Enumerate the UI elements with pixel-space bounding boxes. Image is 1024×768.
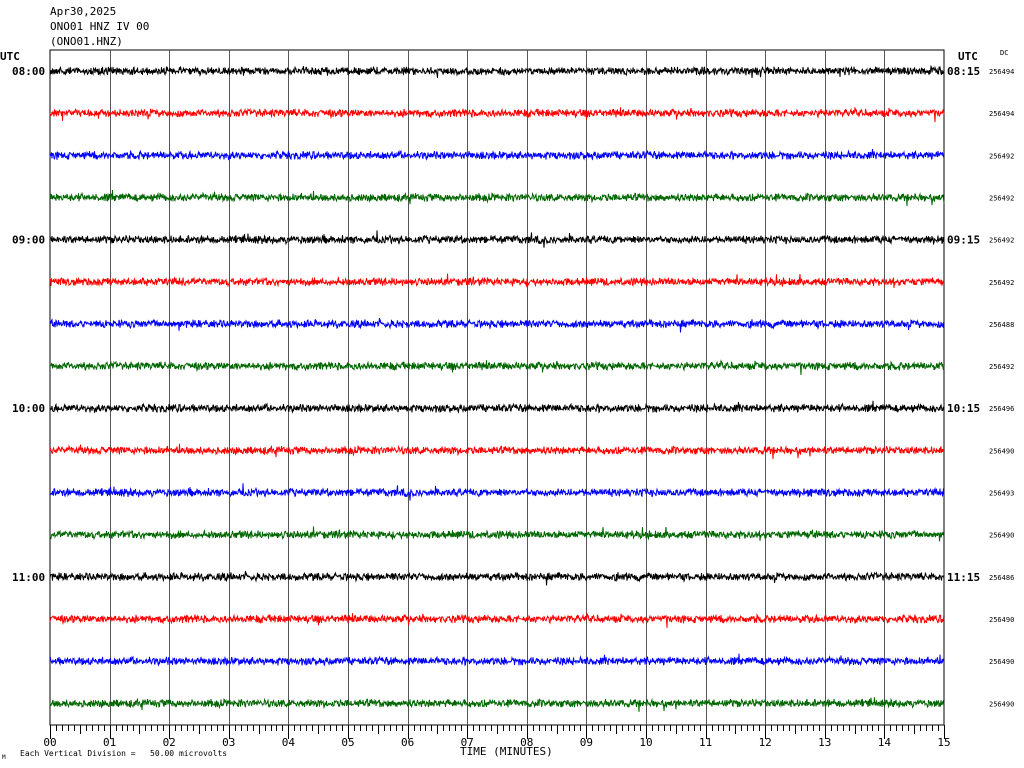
dc-value: 256492 (989, 279, 1014, 287)
trace-line (49, 526, 945, 542)
x-tick-label: 12 (759, 736, 772, 749)
dc-value: 256492 (989, 152, 1014, 160)
trace-line (49, 230, 945, 248)
trace-line (49, 443, 945, 460)
dc-column-label: DC (1000, 49, 1009, 57)
dc-value: 256486 (989, 574, 1014, 582)
vertical-division-note: Each Vertical Division = 50.00 microvolt… (20, 749, 228, 758)
dc-value: 256492 (989, 363, 1014, 371)
trace-line (49, 189, 945, 207)
x-axis: 00 01 02 03 04 05 06 07 08 09 10 11 12 13 14 15 (43, 725, 951, 749)
trace-line (49, 148, 945, 161)
plot-frame (49, 49, 945, 726)
dc-value: 256490 (989, 532, 1014, 540)
row-time-label-left: 09:00 (12, 234, 45, 247)
x-tick-label: 09 (580, 736, 593, 749)
utc-label-left: UTC (0, 50, 20, 63)
x-tick-label: 08 (520, 736, 533, 749)
x-tick-label: 00 (43, 736, 56, 749)
dc-value: 256492 (989, 237, 1014, 245)
header-channel: (ONO01.HNZ) (50, 35, 123, 48)
x-tick-label: 15 (937, 736, 950, 749)
dc-value: 256494 (989, 110, 1014, 118)
trace-line (49, 106, 945, 123)
dc-value: 256494 (989, 68, 1014, 76)
corner-mark: M (2, 754, 6, 761)
row-time-label-left: 08:00 (12, 65, 45, 78)
x-axis-label: TIME (MINUTES) (460, 745, 553, 758)
utc-label-right: UTC (958, 50, 978, 63)
dc-value: 256490 (989, 658, 1014, 666)
x-tick-label: 13 (818, 736, 831, 749)
trace-layer (49, 64, 945, 712)
label-layer: 256494 256494 256492 256492 256492 256492 2564… (12, 65, 1014, 708)
header-station: ONO01 HNZ IV 00 (50, 20, 150, 33)
row-time-label-right: 08:15 (947, 65, 980, 78)
row-time-label-right: 09:15 (947, 234, 980, 247)
header-date: Apr30,2025 (50, 5, 117, 18)
trace-line (49, 64, 945, 79)
x-tick-label: 05 (341, 736, 354, 749)
dc-value: 256490 (989, 616, 1014, 624)
dc-value: 256488 (989, 321, 1014, 329)
dc-value: 256490 (989, 700, 1014, 708)
x-tick-label: 06 (401, 736, 414, 749)
x-tick-label: 02 (163, 736, 176, 749)
row-time-label-right: 10:15 (947, 402, 980, 415)
x-tick-label: 04 (282, 736, 296, 749)
dc-value: 256490 (989, 447, 1014, 455)
x-tick-label: 11 (699, 736, 712, 749)
trace-line (49, 697, 945, 712)
trace-line (49, 400, 945, 414)
row-time-label-right: 11:15 (947, 571, 980, 584)
x-tick-label: 10 (639, 736, 652, 749)
trace-line (49, 317, 945, 333)
grid-layer (49, 49, 945, 726)
x-tick-label: 03 (222, 736, 235, 749)
dc-value: 256492 (989, 194, 1014, 202)
row-time-label-left: 10:00 (12, 402, 45, 415)
trace-line (49, 273, 945, 288)
x-tick-label: 07 (461, 736, 474, 749)
row-time-label-left: 11:00 (12, 571, 45, 584)
trace-line (49, 612, 945, 628)
x-tick-label: 14 (878, 736, 892, 749)
trace-line (49, 653, 945, 667)
dc-value: 256496 (989, 405, 1014, 413)
trace-line (49, 483, 945, 501)
dc-value: 256493 (989, 490, 1014, 498)
trace-line (49, 570, 945, 586)
x-tick-label: 01 (103, 736, 116, 749)
trace-line (49, 359, 945, 376)
